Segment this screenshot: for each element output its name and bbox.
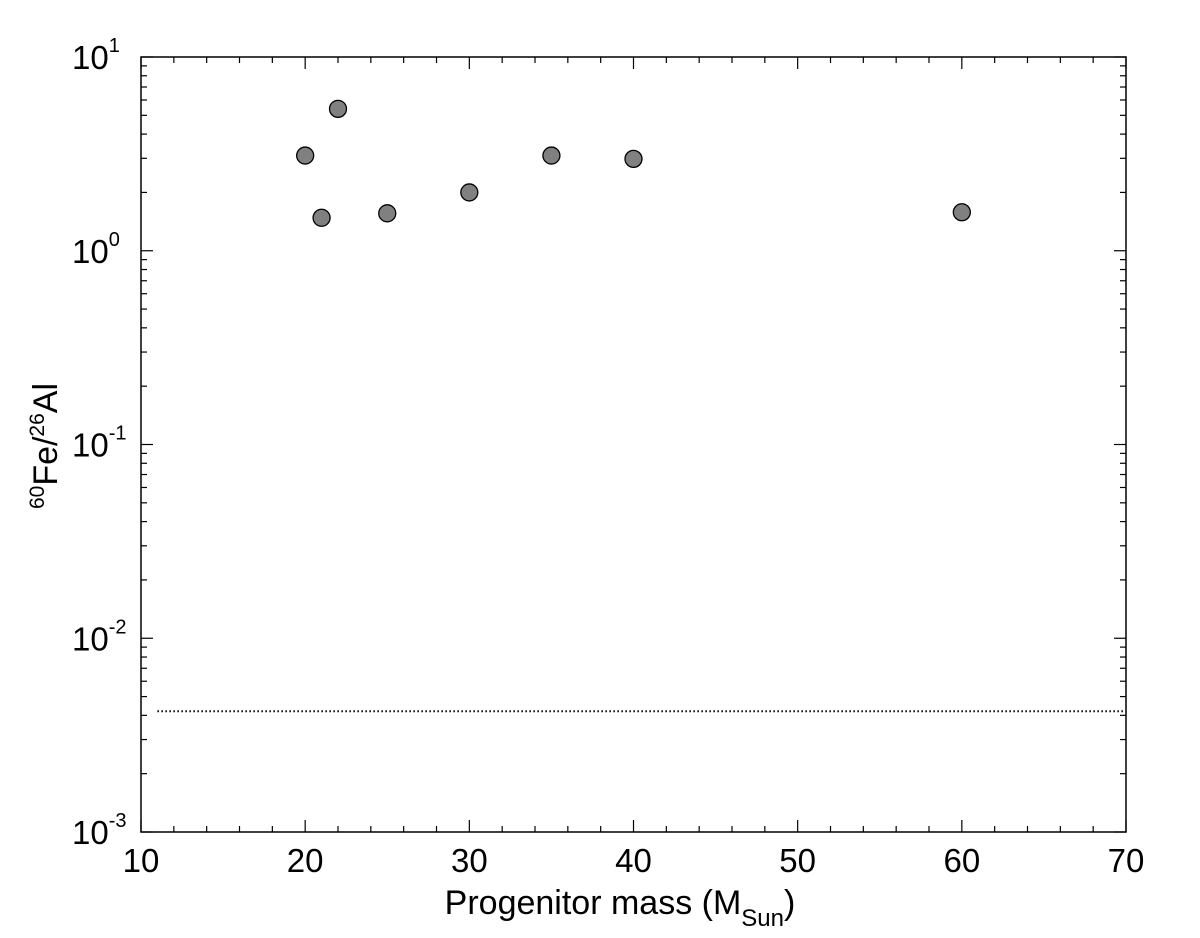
data-point	[378, 204, 397, 223]
x-tick-label: 50	[779, 842, 816, 879]
x-tick-labels: 10 20 30 40 50 60 70	[123, 842, 1145, 879]
y-tick-label: 10-3	[72, 810, 127, 851]
data-points	[296, 99, 971, 227]
x-tick-label: 10	[123, 842, 160, 879]
data-point	[312, 208, 331, 227]
data-point	[296, 146, 315, 165]
y-axis-label: 60Fe/26Al	[26, 383, 65, 509]
y-tick-label: 100	[72, 229, 120, 270]
x-tick-label: 70	[1108, 842, 1145, 879]
data-point	[542, 146, 561, 165]
y-tick-label: 10-1	[72, 423, 127, 464]
x-tick-label: 20	[287, 842, 324, 879]
y-tick-label: 101	[72, 35, 120, 76]
y-tick-label: 10-2	[72, 616, 127, 657]
minor-ticks	[141, 57, 1126, 832]
x-tick-label: 60	[943, 842, 980, 879]
y-tick-labels: 10-3 10-2 10-1 100 101	[72, 35, 127, 851]
data-point	[952, 203, 971, 222]
plot-frame	[140, 56, 1127, 833]
data-point	[460, 183, 479, 202]
data-point	[328, 99, 348, 118]
major-ticks	[140, 56, 1127, 833]
x-tick-label: 30	[451, 842, 488, 879]
x-tick-label: 40	[615, 842, 652, 879]
data-point	[624, 149, 643, 169]
x-axis-label: Progenitor mass (MSun)	[445, 884, 796, 932]
